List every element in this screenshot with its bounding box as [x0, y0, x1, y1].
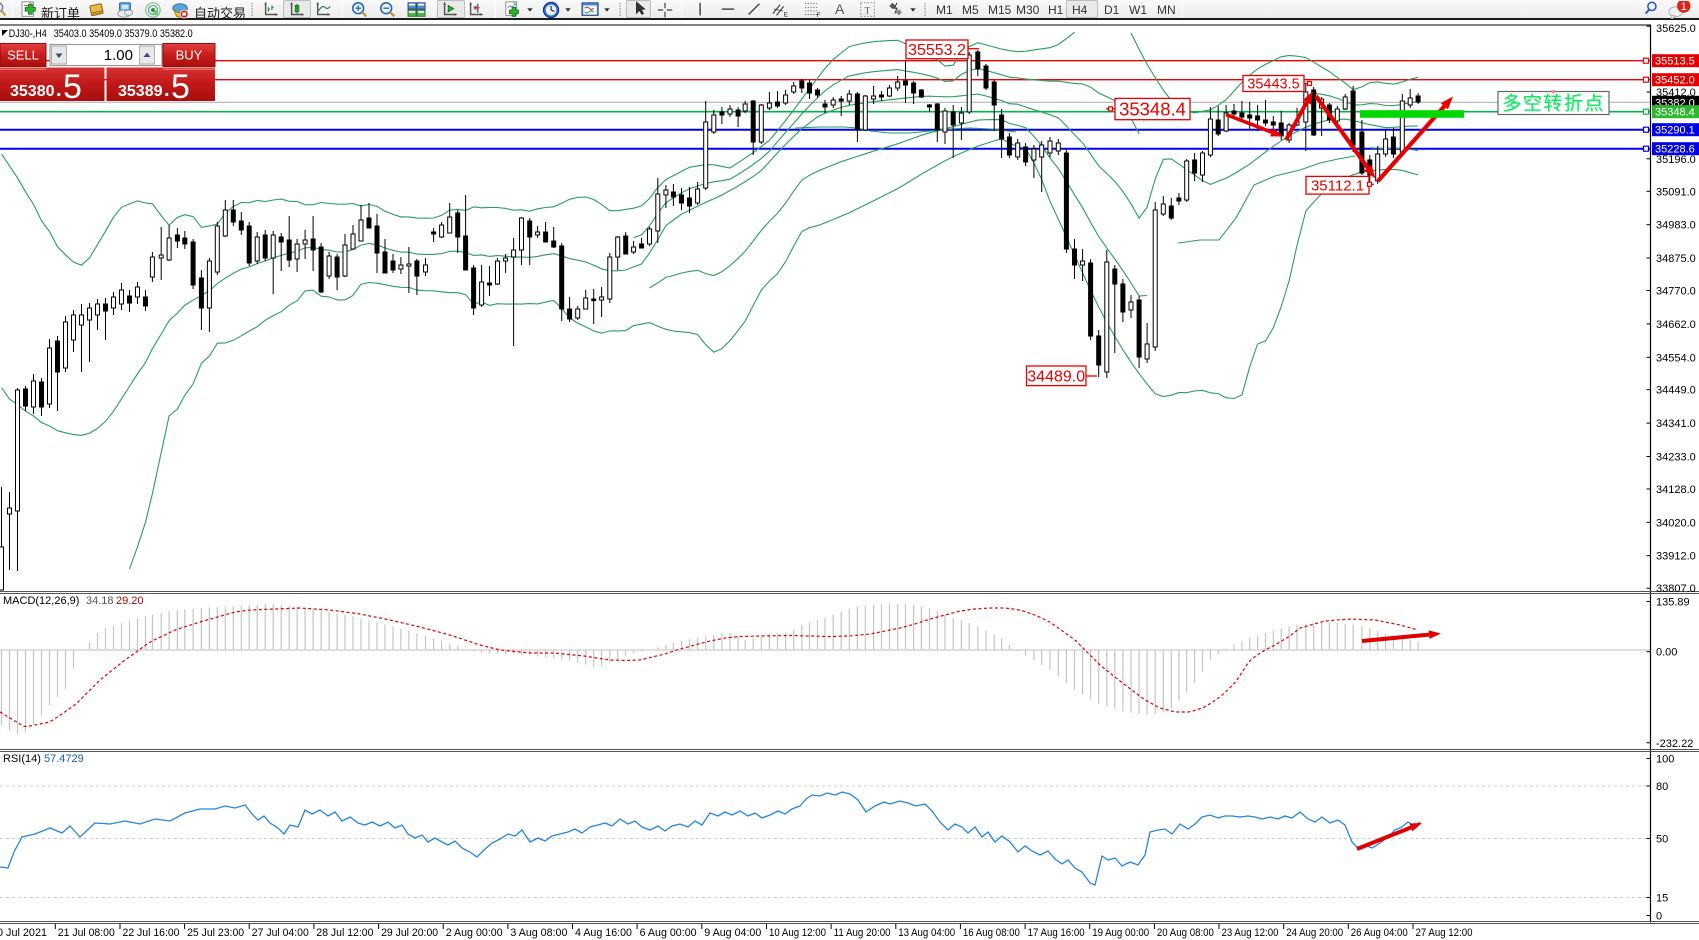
- svg-text:35443.5: 35443.5: [1247, 77, 1299, 93]
- svg-text:35196.0: 35196.0: [1656, 154, 1696, 166]
- svg-text:3 Aug 08:00: 3 Aug 08:00: [510, 927, 567, 939]
- svg-text:33807.0: 33807.0: [1656, 583, 1696, 595]
- svg-text:50: 50: [1656, 834, 1668, 846]
- svg-text:80: 80: [1656, 781, 1668, 793]
- svg-text:135.89: 135.89: [1656, 597, 1690, 609]
- svg-text:SELL: SELL: [7, 48, 39, 63]
- svg-text:0: 0: [1656, 911, 1662, 923]
- svg-text:F: F: [817, 12, 821, 19]
- svg-text:34449.0: 34449.0: [1656, 385, 1696, 397]
- svg-text:35403.0 35409.0 35379.0 35382.: 35403.0 35409.0 35379.0 35382.0: [54, 28, 193, 40]
- svg-text:34489.0: 34489.0: [1027, 369, 1085, 386]
- svg-text:34983.0: 34983.0: [1656, 220, 1696, 232]
- svg-text:1: 1: [1681, 1, 1687, 13]
- svg-text:24 Aug 20:00: 24 Aug 20:00: [1286, 927, 1343, 939]
- svg-text:21 Jul 08:00: 21 Jul 08:00: [58, 927, 115, 939]
- svg-text:DJ30-,H4: DJ30-,H4: [9, 28, 47, 40]
- svg-text:1.00: 1.00: [104, 47, 133, 64]
- svg-text:BUY: BUY: [176, 48, 203, 63]
- svg-text:35513.5: 35513.5: [1655, 56, 1695, 68]
- svg-text:35625.0: 35625.0: [1656, 23, 1696, 35]
- svg-text:-232.22: -232.22: [1656, 738, 1693, 750]
- svg-text:35389: 35389: [118, 83, 163, 100]
- svg-text:9 Aug 04:00: 9 Aug 04:00: [704, 927, 761, 939]
- svg-text:23 Aug 12:00: 23 Aug 12:00: [1222, 927, 1279, 939]
- svg-text:35228.6: 35228.6: [1655, 144, 1695, 156]
- svg-text:E: E: [784, 11, 788, 18]
- svg-text:35348.4: 35348.4: [1655, 107, 1695, 119]
- svg-text:16 Aug 08:00: 16 Aug 08:00: [963, 927, 1020, 939]
- svg-text:27 Jul 04:00: 27 Jul 04:00: [252, 927, 309, 939]
- svg-text:多空转折点: 多空转折点: [1502, 93, 1605, 115]
- svg-text:19 Aug 00:00: 19 Aug 00:00: [1092, 927, 1149, 939]
- svg-text:11 Aug 20:00: 11 Aug 20:00: [834, 927, 891, 939]
- svg-text:10 Aug 12:00: 10 Aug 12:00: [769, 927, 826, 939]
- svg-text:29.20: 29.20: [116, 595, 144, 607]
- svg-text:.: .: [56, 79, 62, 101]
- svg-text:27 Aug 12:00: 27 Aug 12:00: [1416, 927, 1473, 939]
- svg-text:34233.0: 34233.0: [1656, 452, 1696, 464]
- svg-text:20 Aug 08:00: 20 Aug 08:00: [1157, 927, 1214, 939]
- svg-text:.: .: [164, 79, 170, 101]
- svg-text:100: 100: [1656, 754, 1674, 766]
- svg-text:26 Aug 04:00: 26 Aug 04:00: [1351, 927, 1408, 939]
- svg-text:35112.1: 35112.1: [1311, 178, 1364, 195]
- svg-text:34020.0: 34020.0: [1656, 517, 1696, 529]
- svg-text:34875.0: 34875.0: [1656, 253, 1696, 265]
- svg-text:2 Aug 00:00: 2 Aug 00:00: [446, 927, 503, 939]
- svg-text:5: 5: [63, 68, 82, 106]
- svg-text:35290.1: 35290.1: [1655, 125, 1695, 137]
- svg-text:4 Aug 16:00: 4 Aug 16:00: [575, 927, 632, 939]
- svg-text:15: 15: [1656, 893, 1668, 905]
- svg-text:5: 5: [171, 68, 190, 106]
- svg-text:29 Jul 20:00: 29 Jul 20:00: [381, 927, 438, 939]
- svg-text:34554.0: 34554.0: [1656, 352, 1696, 364]
- svg-text:35348.4: 35348.4: [1119, 99, 1186, 120]
- svg-text:T: T: [864, 6, 870, 17]
- svg-text:33912.0: 33912.0: [1656, 551, 1696, 563]
- svg-text:35452.0: 35452.0: [1655, 75, 1695, 87]
- svg-text:25 Jul 23:00: 25 Jul 23:00: [187, 927, 244, 939]
- svg-text:多空转折点: 多空转折点: [1503, 93, 1606, 115]
- svg-text:34128.0: 34128.0: [1656, 484, 1696, 496]
- svg-text:RSI(14): RSI(14): [3, 753, 41, 765]
- svg-text:6 Aug 00:00: 6 Aug 00:00: [640, 927, 697, 939]
- svg-text:34.18: 34.18: [86, 595, 114, 607]
- svg-text:34662.0: 34662.0: [1656, 319, 1696, 331]
- svg-text:17 Aug 16:00: 17 Aug 16:00: [1028, 927, 1085, 939]
- svg-text:35380: 35380: [10, 83, 55, 100]
- svg-text:0.00: 0.00: [1656, 647, 1677, 659]
- svg-text:20 Jul 2021: 20 Jul 2021: [0, 927, 47, 939]
- svg-text:13 Aug 04:00: 13 Aug 04:00: [898, 927, 955, 939]
- svg-text:35091.0: 35091.0: [1656, 186, 1696, 198]
- svg-text:22 Jul 16:00: 22 Jul 16:00: [123, 927, 180, 939]
- svg-text:34341.0: 34341.0: [1656, 418, 1696, 430]
- svg-text:28 Jul 12:00: 28 Jul 12:00: [316, 927, 373, 939]
- svg-text:35553.2: 35553.2: [908, 42, 966, 59]
- svg-text:MACD(12,26,9): MACD(12,26,9): [3, 595, 79, 607]
- svg-text:34770.0: 34770.0: [1656, 286, 1696, 298]
- svg-text:57.4729: 57.4729: [44, 753, 84, 765]
